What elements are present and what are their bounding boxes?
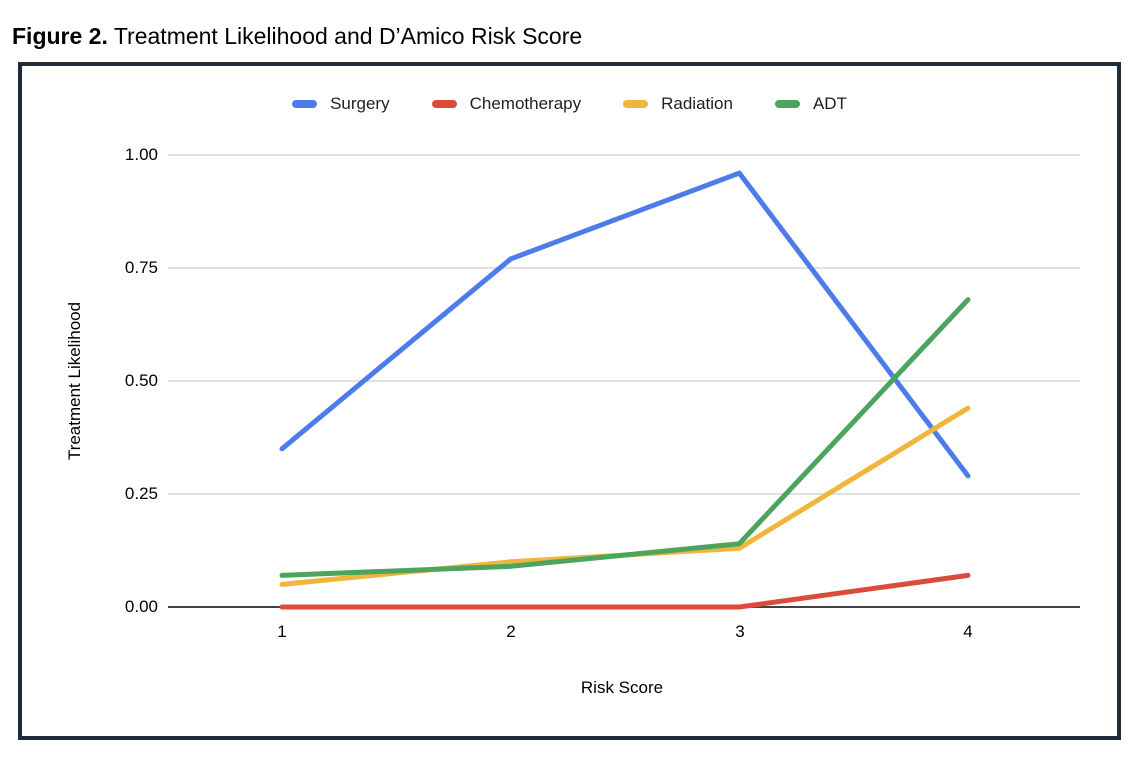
x-tick-label: 2 — [506, 622, 516, 641]
adt-color-swatch — [774, 100, 800, 108]
y-tick-label: 0.75 — [124, 258, 158, 277]
y-tick-label: 0.25 — [124, 484, 158, 503]
chart-area: Surgery Chemotherapy Radiation ADT 1.00 … — [22, 66, 1117, 736]
x-axis-title: Risk Score — [580, 678, 664, 697]
x-tick-label: 3 — [735, 622, 745, 641]
radiation-color-swatch — [623, 100, 649, 108]
x-tick-label: 4 — [963, 622, 973, 641]
y-tick-label: 0.00 — [124, 597, 158, 616]
series-line-adt — [279, 297, 971, 578]
legend-label: Surgery — [330, 94, 390, 113]
chemotherapy-color-swatch — [431, 100, 457, 108]
x-tick-label: 1 — [277, 622, 287, 641]
surgery-color-swatch — [292, 100, 318, 108]
legend-label: Chemotherapy — [469, 94, 582, 113]
y-tick-label: 1.00 — [124, 145, 158, 164]
y-tick-label: 0.50 — [124, 371, 158, 390]
legend-item-radiation: Radiation — [623, 94, 733, 114]
plot-area — [168, 154, 1080, 610]
legend-label: Radiation — [661, 94, 733, 113]
chart-frame: Surgery Chemotherapy Radiation ADT 1.00 … — [18, 62, 1121, 740]
series-line-chemotherapy — [279, 572, 971, 610]
legend-item-chemotherapy: Chemotherapy — [431, 94, 582, 114]
series-line-radiation — [279, 405, 971, 587]
legend-label: ADT — [812, 94, 847, 113]
legend-item-adt: ADT — [774, 94, 847, 114]
legend-item-surgery: Surgery — [292, 94, 390, 114]
figure-title: Figure 2. Treatment Likelihood and D’Amic… — [12, 22, 582, 50]
series-line-surgery — [279, 170, 971, 479]
chart-legend: Surgery Chemotherapy Radiation ADT — [22, 93, 1117, 115]
figure-number-label: Figure 2. — [12, 23, 108, 49]
figure-title-text: Treatment Likelihood and D’Amico Risk Sc… — [113, 23, 583, 49]
y-axis-title: Treatment Likelihood — [65, 301, 84, 461]
